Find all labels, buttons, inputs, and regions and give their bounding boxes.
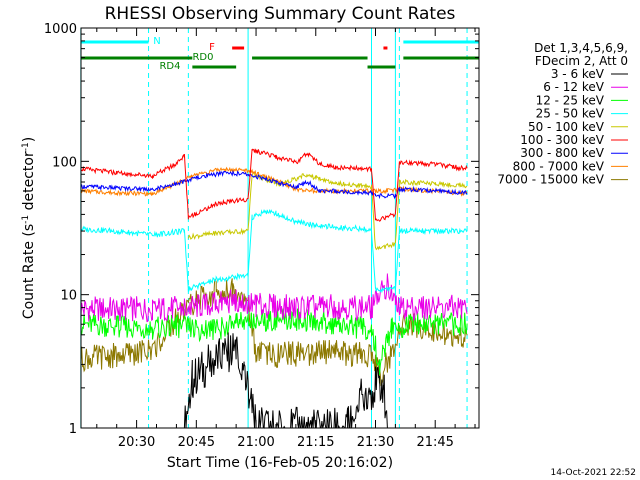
y-tick-label-3: 1000 xyxy=(44,22,77,37)
legend-label-4: 50 - 100 keV xyxy=(528,120,605,134)
vertical-markers xyxy=(80,28,468,428)
series-line-6 xyxy=(80,169,468,200)
series-line-1 xyxy=(80,273,468,323)
legend-label-0: 3 - 6 keV xyxy=(551,67,605,81)
legend-label-7: 800 - 7000 keV xyxy=(513,159,605,173)
legend: Det 1,3,4,5,6,9, FDecim 2, Att 0 3 - 6 k… xyxy=(497,41,628,187)
x-tick-label-2: 21:00 xyxy=(237,435,274,450)
x-axis-ticks: 20:30 20:45 21:00 21:15 21:30 21:45 xyxy=(96,28,476,450)
x-axis-label: Start Time (16-Feb-05 20:16:02) xyxy=(167,455,393,471)
y-axis-label: Count Rate (s-1 detector-1) xyxy=(21,137,37,319)
legend-label-3: 25 - 50 keV xyxy=(536,107,605,121)
legend-label-5: 100 - 300 keV xyxy=(520,133,604,147)
chart-title: RHESSI Observing Summary Count Rates xyxy=(105,4,456,24)
x-tick-label-3: 21:15 xyxy=(297,435,334,450)
flag-label-rd4: RD4 xyxy=(159,61,180,72)
y-tick-label-0: 1 xyxy=(69,422,77,437)
series-line-4 xyxy=(187,172,468,251)
legend-title-1: Det 1,3,4,5,6,9, xyxy=(534,41,628,55)
flag-label-f: F xyxy=(209,42,215,53)
y-axis-ticks: 1 10 100 1000 xyxy=(44,22,479,437)
legend-label-8: 7000 - 15000 keV xyxy=(497,173,604,187)
series-line-0 xyxy=(183,332,388,429)
x-tick-label-4: 21:30 xyxy=(357,435,394,450)
legend-label-1: 6 - 12 keV xyxy=(543,80,605,94)
series-layer xyxy=(80,148,468,429)
series-line-3 xyxy=(80,208,468,294)
flag-label-rd0: RD0 xyxy=(192,52,213,63)
legend-label-2: 12 - 25 keV xyxy=(536,93,605,107)
legend-title-2: FDecim 2, Att 0 xyxy=(535,54,628,68)
y-tick-label-2: 100 xyxy=(52,155,77,170)
series-line-5 xyxy=(80,148,468,222)
x-tick-label-5: 21:45 xyxy=(416,435,453,450)
series-line-2 xyxy=(80,308,468,375)
legend-label-6: 300 - 800 keV xyxy=(520,146,604,160)
plot-frame xyxy=(80,27,480,429)
y-tick-label-1: 10 xyxy=(60,289,77,304)
flag-label-n: N xyxy=(153,36,160,47)
x-tick-label-0: 20:30 xyxy=(118,435,155,450)
footer-timestamp: 14-Oct-2021 22:52 xyxy=(551,468,636,478)
x-tick-label-1: 20:45 xyxy=(178,435,215,450)
